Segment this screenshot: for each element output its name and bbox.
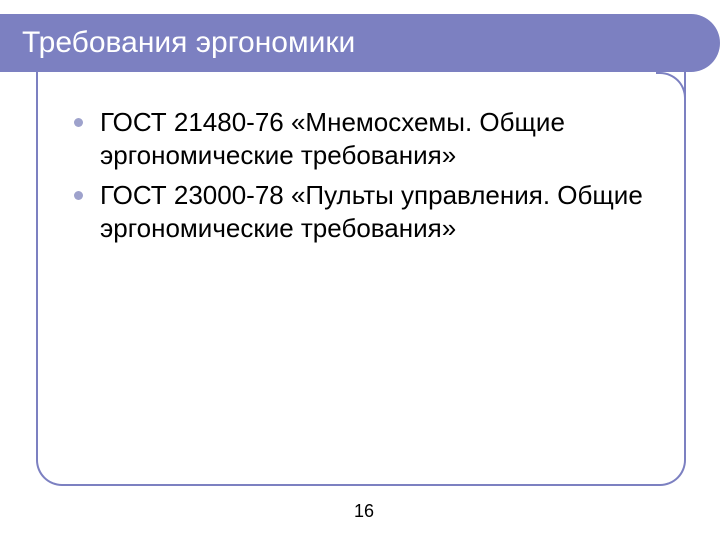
page-number: 16 bbox=[354, 501, 374, 522]
slide-title: Требования эргономики bbox=[22, 26, 355, 60]
bullet-icon bbox=[74, 191, 83, 200]
list-item-text: ГОСТ 23000-78 «Пульты управления. Общие … bbox=[100, 180, 643, 243]
title-bar: Требования эргономики bbox=[0, 14, 720, 72]
list-item: ГОСТ 23000-78 «Пульты управления. Общие … bbox=[100, 179, 654, 246]
bullet-icon bbox=[74, 118, 83, 127]
list-item-text: ГОСТ 21480-76 «Мнемосхемы. Общие эргоном… bbox=[100, 107, 565, 170]
bullet-list: ГОСТ 21480-76 «Мнемосхемы. Общие эргоном… bbox=[100, 106, 654, 245]
list-item: ГОСТ 21480-76 «Мнемосхемы. Общие эргоном… bbox=[100, 106, 654, 173]
content-box: ГОСТ 21480-76 «Мнемосхемы. Общие эргоном… bbox=[36, 72, 686, 486]
